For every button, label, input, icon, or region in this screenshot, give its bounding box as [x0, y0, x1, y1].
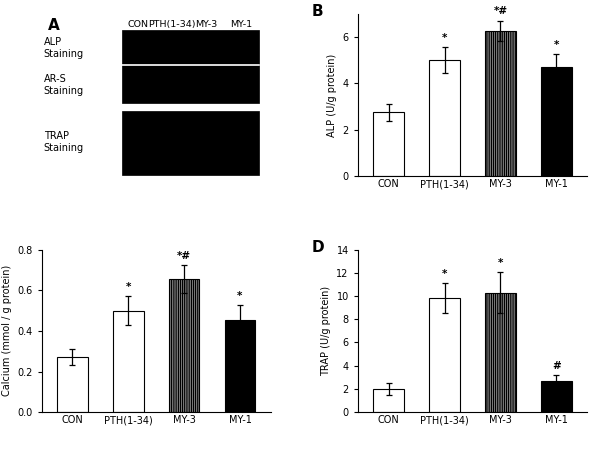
Text: TRAP
Staining: TRAP Staining	[44, 131, 84, 153]
Text: A: A	[49, 19, 60, 34]
Bar	[541, 381, 572, 412]
Text: *: *	[442, 33, 447, 43]
Text: ALP
Staining: ALP Staining	[44, 37, 84, 59]
Text: *: *	[554, 40, 559, 50]
Text: CON: CON	[127, 20, 148, 29]
Bar	[113, 311, 144, 412]
Text: PTH(1-34): PTH(1-34)	[148, 20, 196, 29]
Text: MY-3: MY-3	[196, 20, 218, 29]
Bar	[122, 30, 259, 103]
Text: *: *	[498, 258, 503, 268]
Bar	[373, 112, 404, 176]
Text: *#: *#	[177, 251, 191, 261]
Y-axis label: Calcium (mmol / g protein): Calcium (mmol / g protein)	[2, 265, 11, 396]
Text: AR-S
Staining: AR-S Staining	[44, 74, 84, 96]
Text: #: #	[552, 361, 561, 371]
Bar	[485, 293, 516, 412]
Y-axis label: TRAP (U/g protein): TRAP (U/g protein)	[321, 286, 331, 376]
Bar	[373, 389, 404, 412]
Bar	[57, 357, 88, 412]
Bar	[541, 67, 572, 176]
Bar	[168, 279, 199, 412]
Bar	[429, 60, 460, 176]
Text: D: D	[312, 240, 324, 255]
Bar	[429, 299, 460, 412]
Text: MY-1: MY-1	[230, 20, 252, 29]
Text: B: B	[312, 4, 324, 19]
Bar	[485, 31, 516, 176]
Text: *: *	[126, 282, 131, 292]
Bar	[225, 320, 256, 412]
Text: *#: *#	[493, 6, 508, 16]
Text: *: *	[442, 269, 447, 279]
Y-axis label: ALP (U/g protein): ALP (U/g protein)	[327, 53, 337, 136]
Text: *: *	[237, 291, 243, 301]
Bar	[122, 111, 259, 175]
